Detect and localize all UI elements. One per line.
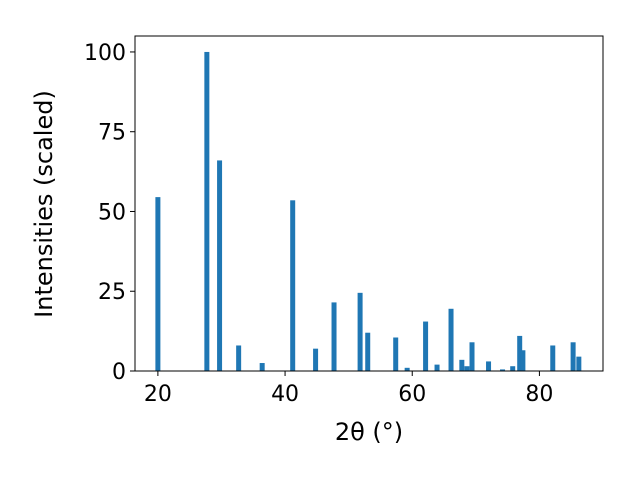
bar: [236, 345, 242, 371]
bar: [448, 308, 454, 371]
bar: [217, 160, 223, 371]
bar: [464, 366, 470, 371]
x-tick-label: 60: [398, 382, 426, 407]
y-tick-label: 0: [112, 360, 126, 385]
y-tick-label: 50: [98, 200, 126, 225]
bar: [550, 345, 556, 371]
bar: [393, 337, 399, 371]
y-tick-label: 100: [84, 41, 126, 66]
bar: [570, 342, 576, 371]
bar: [313, 348, 319, 371]
bar: [576, 356, 582, 371]
x-tick-label: 40: [271, 382, 299, 407]
bar: [434, 364, 440, 371]
y-tick-label: 75: [98, 121, 126, 146]
bar: [459, 359, 465, 371]
bar: [404, 367, 410, 371]
x-tick-label: 20: [144, 382, 172, 407]
bar: [259, 363, 265, 371]
bar: [423, 321, 429, 371]
x-axis-title: 2θ (°): [335, 418, 403, 446]
y-axis-title: Intensities (scaled): [30, 90, 58, 318]
x-tick-label: 80: [525, 382, 553, 407]
bar: [155, 197, 161, 371]
bar: [486, 361, 492, 371]
bar: [204, 51, 210, 371]
bar: [469, 342, 475, 371]
bar: [510, 366, 516, 371]
bar: [365, 332, 371, 371]
bar: [520, 350, 526, 371]
bar: [290, 200, 296, 371]
bar: [500, 369, 506, 371]
bar: [331, 302, 337, 371]
plot-frame: [134, 35, 604, 372]
bar: [357, 292, 363, 371]
y-tick-label: 25: [98, 280, 126, 305]
bar: [517, 335, 523, 371]
